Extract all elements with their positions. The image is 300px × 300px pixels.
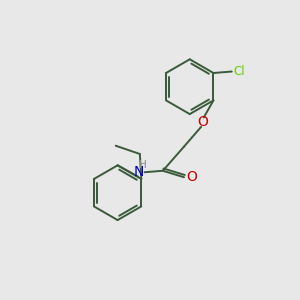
Text: O: O xyxy=(186,170,197,184)
Text: Cl: Cl xyxy=(233,65,244,78)
Text: N: N xyxy=(134,165,145,179)
Text: H: H xyxy=(139,160,147,170)
Text: O: O xyxy=(197,115,208,129)
